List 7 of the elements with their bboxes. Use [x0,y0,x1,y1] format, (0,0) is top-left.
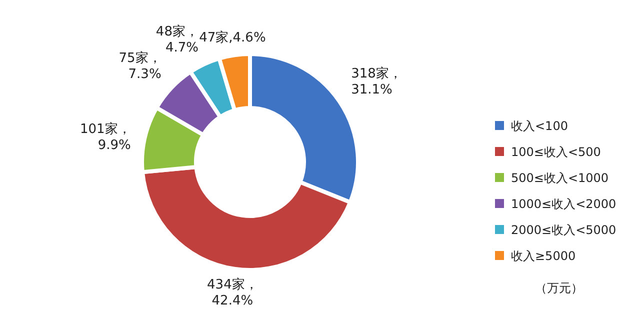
legend-label: 1000≤收入<2000 [511,197,616,211]
legend-label: 100≤收入<500 [511,145,601,159]
text: （万元） [535,281,583,295]
legend-label: 收入<100 [511,119,568,133]
legend-label: 2000≤收入<5000 [511,223,616,237]
legend-label: 收入≥5000 [511,249,576,263]
legend-label: 500≤收入<1000 [511,171,609,185]
